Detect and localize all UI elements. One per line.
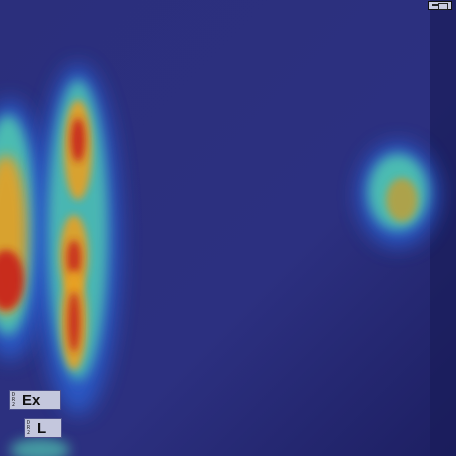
corner-window-icon[interactable]	[428, 1, 452, 10]
marker-ex-big-text: Ex	[22, 391, 41, 409]
right-dark-band	[430, 0, 456, 456]
hotspot-left-edge	[0, 100, 48, 360]
marker-l-big-text: L	[37, 419, 47, 437]
hotspot-center-column	[36, 65, 120, 415]
hotspot-right	[358, 143, 438, 247]
bottom-glow	[10, 438, 70, 456]
